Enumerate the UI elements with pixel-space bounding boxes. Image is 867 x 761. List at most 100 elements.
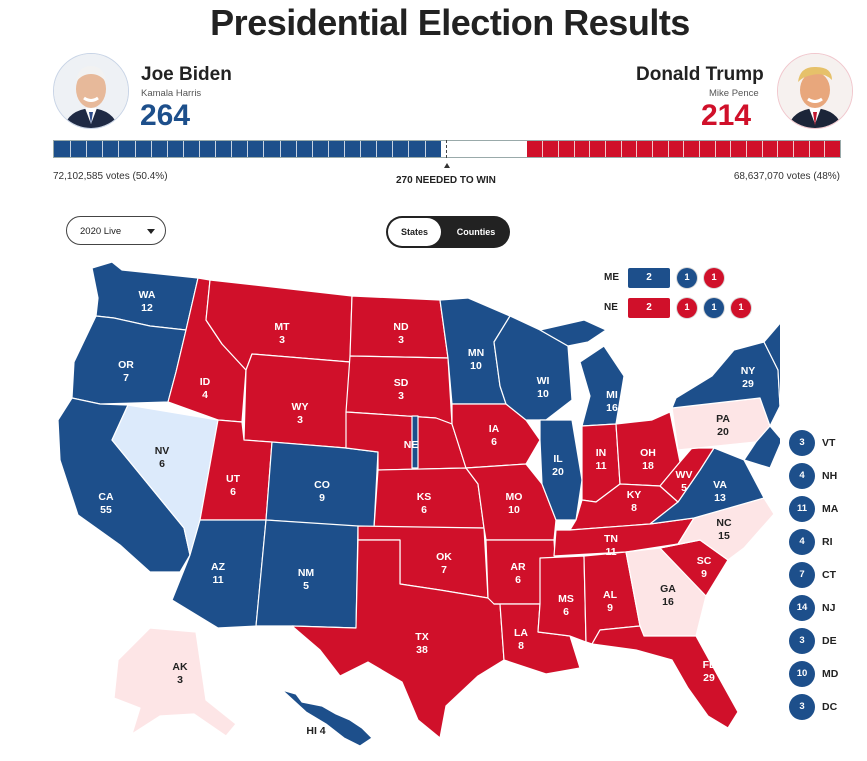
small-state-nh[interactable]: 4 NH xyxy=(789,463,859,489)
small-state-name: CT xyxy=(822,569,836,581)
state-WV[interactable] xyxy=(659,447,715,503)
state-ev-tx: 38 xyxy=(416,644,428,656)
progress-segment-divider xyxy=(295,141,297,157)
state-ev-ky: 8 xyxy=(631,502,637,514)
biden-vp: Kamala Harris xyxy=(141,88,202,99)
ne-district-2-badge[interactable]: 1 xyxy=(704,298,724,318)
state-label-ca: CA xyxy=(98,491,114,503)
state-MI-upper xyxy=(539,319,607,347)
state-HI[interactable] xyxy=(281,689,373,747)
small-state-vt[interactable]: 3 VT xyxy=(789,430,859,456)
state-label-ms: MS xyxy=(558,593,574,605)
tab-counties[interactable]: Counties xyxy=(456,227,496,237)
state-label-ky: KY xyxy=(627,489,642,501)
state-ev-va: 13 xyxy=(714,492,726,504)
state-label-id: ID xyxy=(200,376,211,388)
us-map: WA12OR7CA55NV6ID4MT3WY3UT6AZ11CO9NM5ND3S… xyxy=(57,261,780,747)
progress-segment-divider xyxy=(589,141,591,157)
small-state-ev-badge: 4 xyxy=(789,463,815,489)
small-state-md[interactable]: 10 MD xyxy=(789,661,859,687)
state-label-nv: NV xyxy=(155,445,170,457)
state-label-nc: NC xyxy=(716,517,732,529)
state-CO[interactable] xyxy=(265,441,379,529)
small-state-ri[interactable]: 4 RI xyxy=(789,529,859,555)
progress-segment-divider xyxy=(118,141,120,157)
rep-progress-fill xyxy=(526,141,840,157)
state-FL[interactable] xyxy=(591,625,739,729)
small-state-ev-badge: 3 xyxy=(789,628,815,654)
small-state-nj[interactable]: 14 NJ xyxy=(789,595,859,621)
small-state-dc[interactable]: 3 DC xyxy=(789,694,859,720)
majority-marker xyxy=(446,140,447,158)
year-select[interactable]: 2020 Live xyxy=(66,216,166,245)
progress-segment-divider xyxy=(134,141,136,157)
state-label-ne: NE xyxy=(404,439,419,451)
me-district-2-badge[interactable]: 1 xyxy=(704,268,724,288)
small-state-ct[interactable]: 7 CT xyxy=(789,562,859,588)
small-state-name: RI xyxy=(822,536,833,548)
state-label-in: IN xyxy=(596,447,607,459)
ne-district-3-badge[interactable]: 1 xyxy=(731,298,751,318)
progress-segment-divider xyxy=(667,141,669,157)
state-label-oh: OH xyxy=(640,447,656,459)
me-district-1-badge[interactable]: 1 xyxy=(677,268,697,288)
state-label-ga: GA xyxy=(660,583,676,595)
state-MI[interactable] xyxy=(579,345,625,427)
small-state-name: MD xyxy=(822,668,839,680)
ne-statewide-badge[interactable]: 2 xyxy=(628,298,670,318)
small-state-ev-badge: 3 xyxy=(789,694,815,720)
progress-segment-divider xyxy=(199,141,200,157)
ne-district-1-badge[interactable]: 1 xyxy=(677,298,697,318)
progress-segment-divider xyxy=(604,141,606,157)
state-ev-ok: 7 xyxy=(441,564,447,576)
progress-segment-divider xyxy=(182,141,184,157)
split-state-ne-label: NE xyxy=(604,302,618,313)
progress-segment-divider xyxy=(408,141,410,157)
state-NE-district xyxy=(411,415,419,469)
me-statewide-badge[interactable]: 2 xyxy=(628,268,670,288)
state-ev-sc: 9 xyxy=(701,568,707,580)
biden-electoral-votes: 264 xyxy=(140,99,191,132)
state-label-ks: KS xyxy=(417,491,432,503)
state-ev-mo: 10 xyxy=(508,504,520,516)
state-label-nm: NM xyxy=(298,567,315,579)
state-label-ny: NY xyxy=(741,365,756,377)
progress-segment-divider xyxy=(86,141,88,157)
state-ev-nv: 6 xyxy=(159,458,165,470)
state-ev-ak: 3 xyxy=(177,674,183,686)
state-label-ar: AR xyxy=(510,561,526,573)
state-ev-tn: 11 xyxy=(605,546,616,558)
state-label-or: OR xyxy=(118,359,134,371)
progress-segment-divider xyxy=(808,141,810,157)
trump-name: Donald Trump xyxy=(636,64,764,85)
biden-portrait-icon xyxy=(53,53,129,129)
state-label-ia: IA xyxy=(489,423,500,435)
progress-segment-divider xyxy=(311,141,313,157)
trump-portrait-icon xyxy=(777,53,853,129)
state-TX[interactable] xyxy=(291,539,505,739)
small-state-name: VT xyxy=(822,437,836,449)
state-ev-pa: 20 xyxy=(717,426,729,438)
small-state-ma[interactable]: 11 MA xyxy=(789,496,859,522)
electoral-progress-bar xyxy=(53,140,841,158)
tab-states[interactable]: States xyxy=(388,218,441,246)
state-ev-id: 4 xyxy=(202,389,208,401)
progress-segment-divider xyxy=(150,141,152,157)
state-ev-mi: 16 xyxy=(606,402,618,414)
state-ev-ut: 6 xyxy=(230,486,236,498)
progress-segment-divider xyxy=(424,141,426,157)
small-state-de[interactable]: 3 DE xyxy=(789,628,859,654)
biden-name: Joe Biden xyxy=(141,64,232,85)
state-ev-ca: 55 xyxy=(100,504,112,516)
trump-popular-votes: 68,637,070 votes (48%) xyxy=(733,171,840,182)
state-label-co: CO xyxy=(314,479,330,491)
state-ev-az: 11 xyxy=(212,574,223,586)
state-ev-nm: 5 xyxy=(303,580,309,592)
view-toggle[interactable]: States Counties xyxy=(386,216,510,248)
progress-segment-divider xyxy=(777,141,779,157)
progress-segment-divider xyxy=(247,141,249,157)
state-AK[interactable] xyxy=(113,627,237,737)
state-IL[interactable] xyxy=(539,419,583,521)
state-ev-in: 11 xyxy=(595,460,606,472)
state-ev-nc: 15 xyxy=(718,530,730,542)
